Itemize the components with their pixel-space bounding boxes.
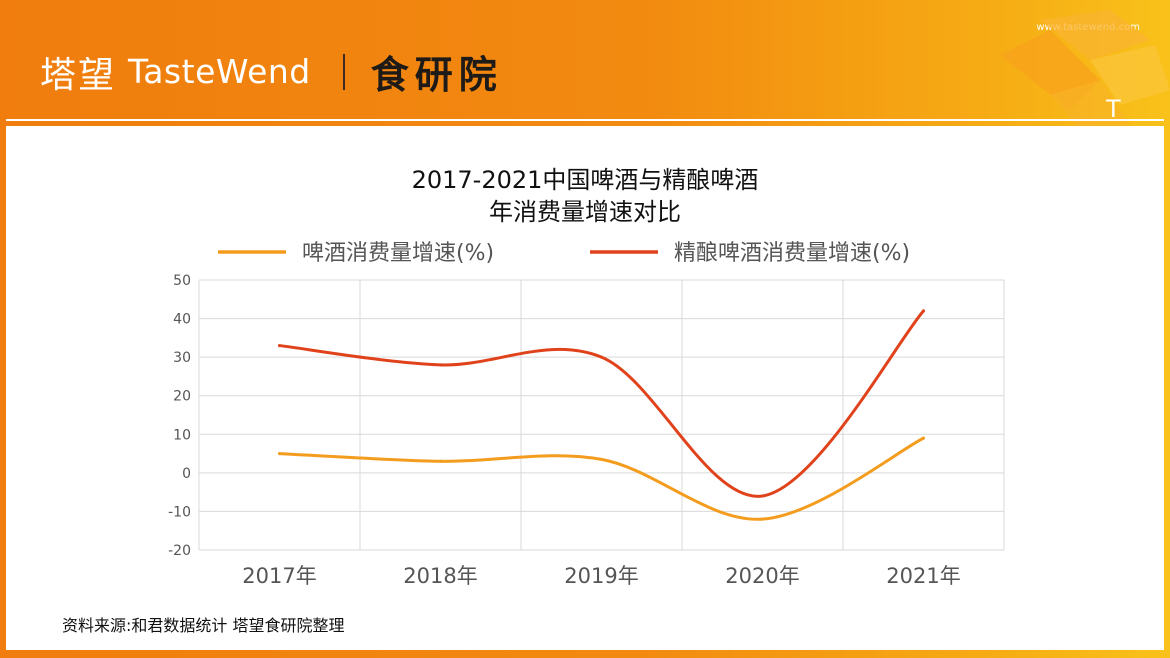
chart-title: 2017-2021中国啤酒与精酿啤酒 (411, 166, 759, 194)
y-tick-label: 50 (173, 273, 191, 289)
data-point (600, 457, 603, 461)
y-tick-label: -20 (168, 543, 191, 559)
data-point (439, 363, 442, 367)
brand-divider (342, 53, 345, 90)
y-tick-label: 40 (173, 312, 191, 328)
y-tick-label: 30 (173, 350, 191, 366)
line-chart: 50 40 30 20 10 0 -10 -20 2017年 2018年 2019年 2020年 202… (168, 241, 1005, 588)
data-point (922, 436, 925, 440)
brand-chinese-name: 塔望 (40, 54, 117, 96)
header-banner: 塔望 TasteWend 食研院 www.tastewend.com T (0, 0, 1170, 130)
series-line-beer (278, 436, 925, 521)
legend-label: 啤酒消费量增速(%) (302, 241, 494, 266)
data-point (278, 344, 281, 348)
brand-english-name: TasteWend (128, 52, 311, 91)
header-rule (6, 119, 1164, 121)
corner-letter: T (1105, 95, 1121, 123)
data-point (761, 517, 764, 521)
institute-name: 食研院 (370, 53, 503, 97)
y-tick-label: 0 (182, 466, 191, 482)
chart-panel: 2017-2021中国啤酒与精酿啤酒 年消费量增速对比 50 40 30 20 10 0 -… (6, 126, 1164, 650)
x-tick-label: 2020年 (725, 564, 799, 588)
x-tick-label: 2019年 (564, 564, 638, 588)
data-point (761, 494, 764, 498)
data-point (439, 459, 442, 463)
legend-label: 精酿啤酒消费量增速(%) (674, 241, 910, 266)
brand-logo: 塔望 TasteWend 食研院 (40, 44, 503, 99)
data-point (278, 452, 281, 456)
x-tick-label: 2018年 (403, 564, 477, 588)
corner-decoration-icon: T (1000, 10, 1170, 130)
source-note: 资料来源:和君数据统计 塔望食研院整理 (62, 616, 345, 635)
x-tick-label: 2017年 (242, 564, 316, 588)
series-line-craft-beer (278, 309, 925, 498)
chart-subtitle: 年消费量增速对比 (489, 198, 681, 226)
y-tick-label: 10 (173, 427, 191, 443)
data-point (922, 309, 925, 313)
y-tick-label: 20 (173, 389, 191, 405)
data-point (600, 355, 603, 359)
y-tick-label: -10 (168, 504, 191, 520)
x-tick-label: 2021年 (886, 564, 960, 588)
